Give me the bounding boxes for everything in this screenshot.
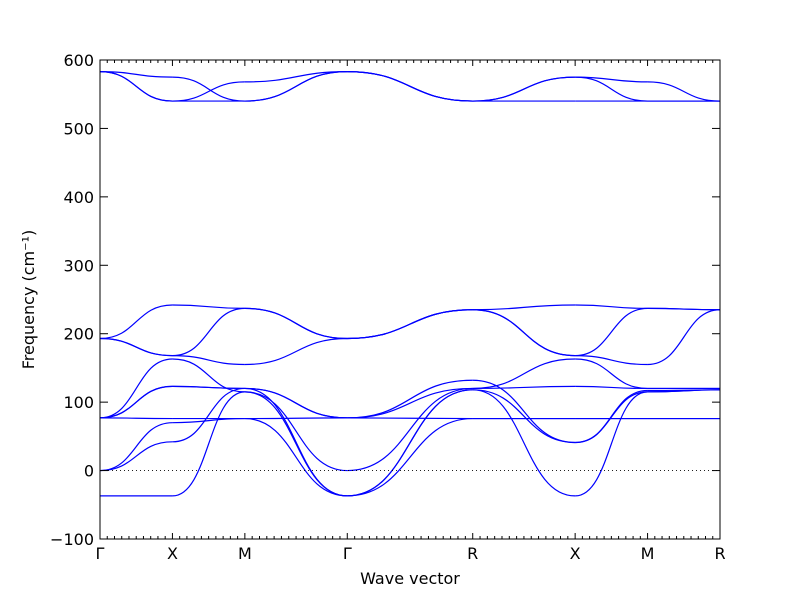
y-tick-label: 400 <box>63 188 94 207</box>
band-7-segment-4 <box>347 387 473 472</box>
band-7-segment-5 <box>472 358 576 390</box>
y-tick-label: 100 <box>63 393 94 412</box>
band-13-segment-4 <box>347 389 473 497</box>
band-10-segment-4 <box>347 417 473 420</box>
band-8-segment-5 <box>472 385 576 390</box>
band-5-segment-3 <box>244 307 348 340</box>
band-11-segment-2 <box>172 417 245 424</box>
band-4-segment-5 <box>472 304 576 311</box>
band-7-segment-1 <box>99 358 173 419</box>
band-11-segment-3 <box>244 417 348 497</box>
band-9-segment-2 <box>172 385 245 390</box>
x-tick-label: M <box>238 544 252 563</box>
band-13-segment-3 <box>244 391 348 497</box>
band-12-segment-1 <box>99 441 173 472</box>
phonon-band-5 <box>99 307 721 357</box>
band-6-segment-5 <box>472 309 576 357</box>
band-2-segment-5 <box>472 76 576 102</box>
band-13-segment-5 <box>472 389 576 497</box>
axis-ticks <box>99 59 721 540</box>
band-12-segment-3 <box>244 387 348 497</box>
x-tick-label: Γ <box>96 544 105 563</box>
band-6-segment-1 <box>99 337 173 357</box>
band-11-segment-4 <box>347 417 473 497</box>
band-4-segment-1 <box>99 304 173 340</box>
band-10-segment-3 <box>244 417 348 420</box>
band-6-segment-6 <box>575 355 648 366</box>
band-4-segment-6 <box>575 304 648 309</box>
band-6-segment-7 <box>647 309 721 366</box>
band-3-segment-4 <box>347 71 473 102</box>
band-8-segment-4 <box>347 387 473 419</box>
x-tick-label: X <box>570 544 581 563</box>
band-12-segment-2 <box>172 387 245 443</box>
band-7-segment-3 <box>244 391 348 472</box>
band-9-segment-3 <box>244 387 348 419</box>
band-2-segment-6 <box>575 76 648 83</box>
band-10-segment-1 <box>99 417 173 420</box>
phonon-band-8 <box>99 385 720 419</box>
phonon-band-7 <box>99 358 720 472</box>
band-9-segment-5 <box>472 379 576 444</box>
y-axis-label: Frequency (cm⁻¹) <box>19 230 38 369</box>
y-tick-label: 500 <box>63 119 94 138</box>
y-tick-label: 0 <box>84 462 94 481</box>
y-tick-label: 600 <box>63 51 94 70</box>
band-1-segment-6 <box>575 76 648 102</box>
band-3-segment-3 <box>244 71 348 102</box>
plot-frame <box>99 59 721 540</box>
y-tick-label: 300 <box>63 256 94 275</box>
y-tick-label: −100 <box>50 530 94 549</box>
band-13-segment-7 <box>647 389 721 393</box>
phonon-band-6 <box>99 309 721 366</box>
phonon-band-9 <box>99 379 721 444</box>
x-tick-label: M <box>641 544 655 563</box>
axis-tick-labels: −100 0 100 200 300 400 500 600 Γ X M Γ R X M R <box>50 51 726 563</box>
y-tick-label: 200 <box>63 325 94 344</box>
x-tick-label: R <box>714 544 725 563</box>
band-6-segment-4 <box>347 309 473 340</box>
x-tick-label: X <box>167 544 178 563</box>
band-13-segment-2 <box>172 391 245 497</box>
band-5-segment-6 <box>575 307 648 357</box>
band-1-segment-2 <box>172 76 245 102</box>
band-7-segment-6 <box>575 358 648 390</box>
band-5-segment-2 <box>172 307 245 357</box>
band-9-segment-1 <box>99 385 173 419</box>
plot-area <box>99 71 721 497</box>
band-6-segment-2 <box>172 355 245 366</box>
band-11-segment-1 <box>99 422 173 472</box>
phonon-band-3 <box>99 71 720 102</box>
phonon-band-11 <box>99 417 720 497</box>
band-8-segment-6 <box>575 385 648 390</box>
band-5-segment-7 <box>647 307 721 311</box>
band-4-segment-2 <box>172 304 245 309</box>
phonon-band-4 <box>99 304 721 340</box>
x-tick-label: Γ <box>343 544 352 563</box>
band-12-segment-6 <box>575 391 648 444</box>
band-2-segment-2 <box>172 81 245 102</box>
band-3-segment-1 <box>99 71 173 102</box>
phonon-band-13 <box>99 389 721 497</box>
band-2-segment-7 <box>647 81 721 102</box>
band-9-segment-4 <box>347 379 473 419</box>
band-12-segment-5 <box>472 389 576 444</box>
band-6-segment-3 <box>244 337 348 366</box>
band-13-segment-6 <box>575 391 648 497</box>
x-axis-label: Wave vector <box>360 569 460 588</box>
x-tick-label: R <box>467 544 478 563</box>
